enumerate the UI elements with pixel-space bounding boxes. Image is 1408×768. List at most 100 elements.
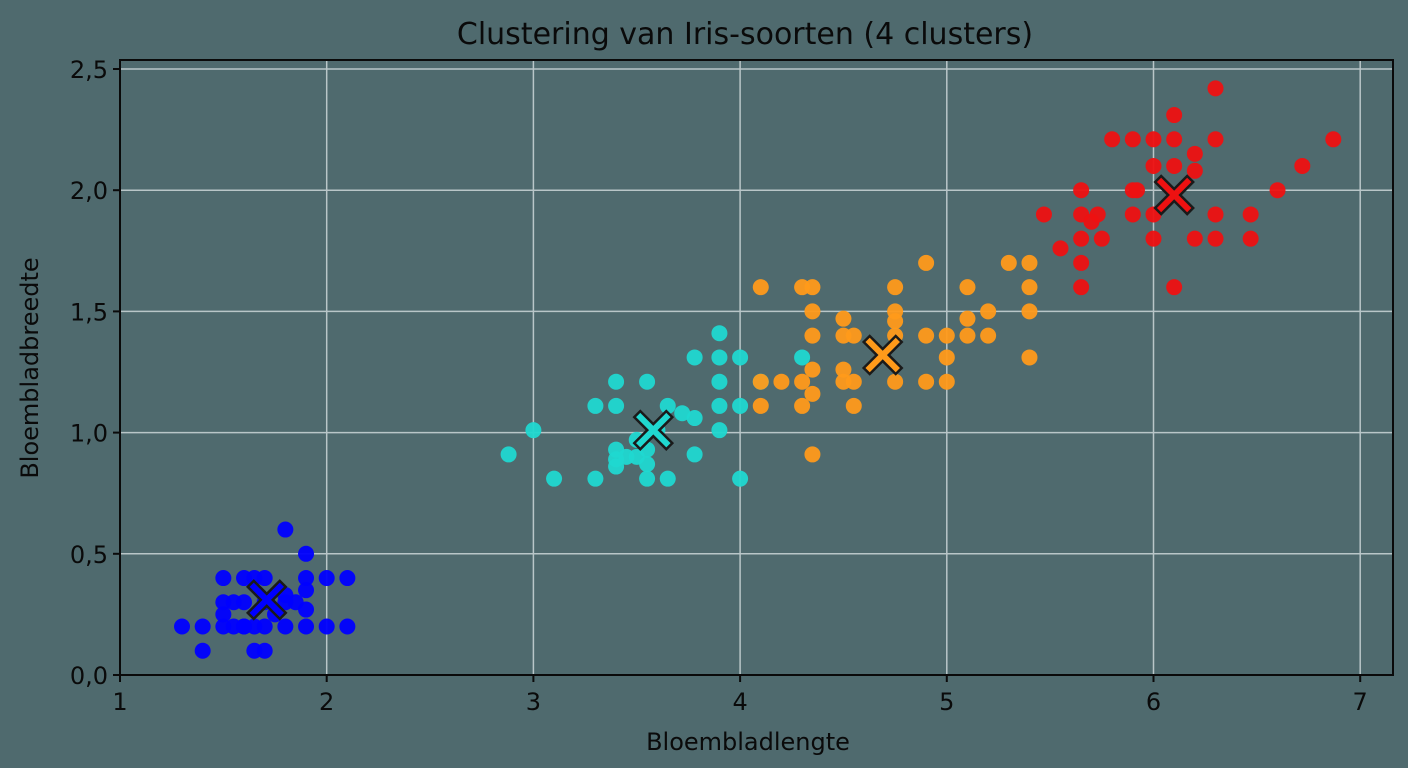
data-point (711, 325, 728, 342)
data-point (174, 618, 191, 635)
data-point (804, 385, 821, 402)
data-point (938, 373, 955, 390)
data-point (215, 570, 232, 587)
data-point (500, 446, 517, 463)
data-point (298, 618, 315, 635)
data-point (804, 446, 821, 463)
y-axis-label: Bloembladbreedte (16, 257, 44, 478)
data-point (1021, 279, 1038, 296)
data-point (1089, 206, 1106, 223)
data-point (686, 446, 703, 463)
data-point (711, 349, 728, 366)
data-point (959, 327, 976, 344)
data-point (711, 422, 728, 439)
data-point (845, 397, 862, 414)
data-point (298, 545, 315, 562)
data-point (215, 606, 232, 623)
x-tick-label: 3 (526, 688, 541, 716)
data-point (546, 470, 563, 487)
data-point (711, 373, 728, 390)
y-axis-ticks: 0,0 0,5 1,0 1,5 2,0 2,5 (70, 56, 120, 690)
data-point (1104, 131, 1121, 148)
cluster-4-points (1035, 80, 1342, 296)
data-point (1021, 303, 1038, 320)
data-point (938, 349, 955, 366)
data-point (1021, 349, 1038, 366)
data-point (918, 327, 935, 344)
data-point (845, 373, 862, 390)
data-point (887, 373, 904, 390)
data-point (1128, 182, 1145, 199)
data-point (236, 570, 253, 587)
cluster-3-centroid-x-icon (861, 334, 904, 376)
data-point (1186, 145, 1203, 162)
data-point (1073, 279, 1090, 296)
data-point (225, 594, 242, 611)
data-point (980, 327, 997, 344)
data-point (1021, 254, 1038, 271)
x-axis-label: Bloembladlengte (646, 728, 850, 756)
data-point (1207, 131, 1224, 148)
data-point (1145, 131, 1162, 148)
data-point (1294, 157, 1311, 174)
data-point (887, 279, 904, 296)
data-point (980, 303, 997, 320)
data-point (752, 279, 769, 296)
data-point (1166, 131, 1183, 148)
data-point (587, 470, 604, 487)
cluster-2-centroid-x-icon (632, 409, 675, 451)
data-point (256, 618, 273, 635)
data-point (1035, 206, 1052, 223)
data-point (277, 618, 294, 635)
data-point (773, 373, 790, 390)
data-point (298, 601, 315, 618)
plot-area-frame (119, 59, 1394, 676)
data-point (804, 279, 821, 296)
data-point (887, 313, 904, 330)
y-tick-label: 1,5 (70, 298, 108, 326)
data-point (835, 310, 852, 327)
data-point (686, 410, 703, 427)
data-point (732, 470, 749, 487)
data-point (1145, 230, 1162, 247)
data-point (732, 349, 749, 366)
data-point (1207, 230, 1224, 247)
x-axis-ticks: 1 2 3 4 5 6 7 (112, 675, 1368, 716)
cluster-3-points (752, 254, 1038, 463)
cluster-1-centroid-x-icon (245, 579, 288, 621)
data-point (608, 397, 625, 414)
data-point (587, 397, 604, 414)
data-point (1073, 230, 1090, 247)
data-point (298, 582, 315, 599)
x-tick-label: 1 (112, 688, 127, 716)
cluster-4-centroid-x-icon (1153, 174, 1195, 216)
data-point (1124, 206, 1141, 223)
x-tick-label: 2 (319, 688, 334, 716)
x-tick-label: 5 (939, 688, 954, 716)
data-point (525, 422, 542, 439)
data-point (1052, 240, 1069, 257)
data-point (1207, 206, 1224, 223)
data-point (1269, 182, 1286, 199)
data-point (1207, 80, 1224, 97)
data-point (732, 397, 749, 414)
data-point (794, 349, 811, 366)
data-point (1000, 254, 1017, 271)
y-tick-label: 0,0 (70, 662, 108, 690)
data-point (674, 405, 691, 422)
data-point (1073, 182, 1090, 199)
data-point (639, 456, 656, 473)
y-tick-label: 0,5 (70, 541, 108, 569)
data-point (194, 618, 211, 635)
data-point (318, 570, 335, 587)
x-tick-label: 7 (1353, 688, 1368, 716)
data-point (608, 458, 625, 475)
data-point (804, 361, 821, 378)
data-point (194, 642, 211, 659)
data-point (938, 327, 955, 344)
data-point (804, 327, 821, 344)
data-point (608, 373, 625, 390)
data-point (1166, 279, 1183, 296)
data-point (1186, 230, 1203, 247)
